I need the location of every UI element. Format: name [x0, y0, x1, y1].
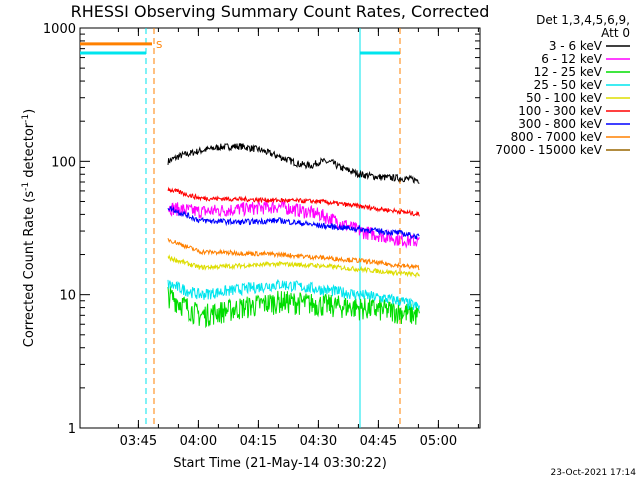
legend-entry: 12 - 25 keV	[534, 65, 603, 79]
y-axis: 1 10 100 1000	[43, 22, 480, 437]
x-axis-label: Start Time (21-May-14 03:30:22)	[173, 456, 387, 471]
legend-header-detectors: Det 1,3,4,5,6,9,	[536, 13, 630, 27]
y-axis-label: Corrected Count Rate (s-1 detector-1)	[21, 109, 37, 347]
x-axis: 03:45 04:00 04:15 04:30 04:45 05:00	[117, 28, 479, 449]
series-line	[167, 238, 420, 271]
legend-entry: 25 - 50 keV	[534, 78, 603, 92]
legend-entry: 7000 - 15000 keV	[495, 143, 602, 157]
series-line	[167, 186, 420, 217]
y-label-mid: detector	[22, 122, 37, 182]
series-line	[167, 254, 420, 279]
x-tick-label: 04:30	[300, 434, 337, 449]
y-label-end: )	[22, 109, 37, 114]
legend-entry: 100 - 300 keV	[518, 104, 602, 118]
x-tick-label: 04:00	[180, 434, 217, 449]
y-label-sup-1: -1	[21, 182, 31, 191]
x-tick-label: 05:00	[420, 434, 457, 449]
y-tick-label: 100	[51, 155, 76, 170]
legend-entry: 50 - 100 keV	[526, 91, 603, 105]
y-tick-label: 1	[68, 422, 76, 437]
legend-entry: 6 - 12 keV	[541, 52, 603, 66]
legend-entry: 3 - 6 keV	[549, 39, 603, 53]
legend-entry: 800 - 7000 keV	[511, 130, 603, 144]
series-line	[167, 143, 420, 184]
x-tick-label: 03:45	[120, 434, 157, 449]
chart-title: RHESSI Observing Summary Count Rates, Co…	[71, 2, 490, 21]
y-label-main: Corrected Count Rate (s	[22, 191, 37, 348]
plot-frame	[79, 27, 481, 429]
saa-label: S	[156, 40, 162, 51]
x-tick-label: 04:45	[360, 434, 397, 449]
y-tick-label: 1000	[43, 22, 76, 37]
legend-header-attenuator: Att 0	[601, 26, 630, 40]
series-line	[167, 205, 420, 240]
y-label-sup-2: -1	[21, 114, 31, 123]
legend-entry: 300 - 800 keV	[518, 117, 602, 131]
series-line	[167, 286, 420, 329]
x-tick-label: 04:15	[240, 434, 277, 449]
series-line	[167, 199, 420, 249]
series-line	[167, 279, 420, 311]
y-tick-label: 10	[59, 289, 76, 304]
timestamp: 23-Oct-2021 17:14	[551, 468, 637, 478]
plot-area: S	[79, 27, 481, 429]
